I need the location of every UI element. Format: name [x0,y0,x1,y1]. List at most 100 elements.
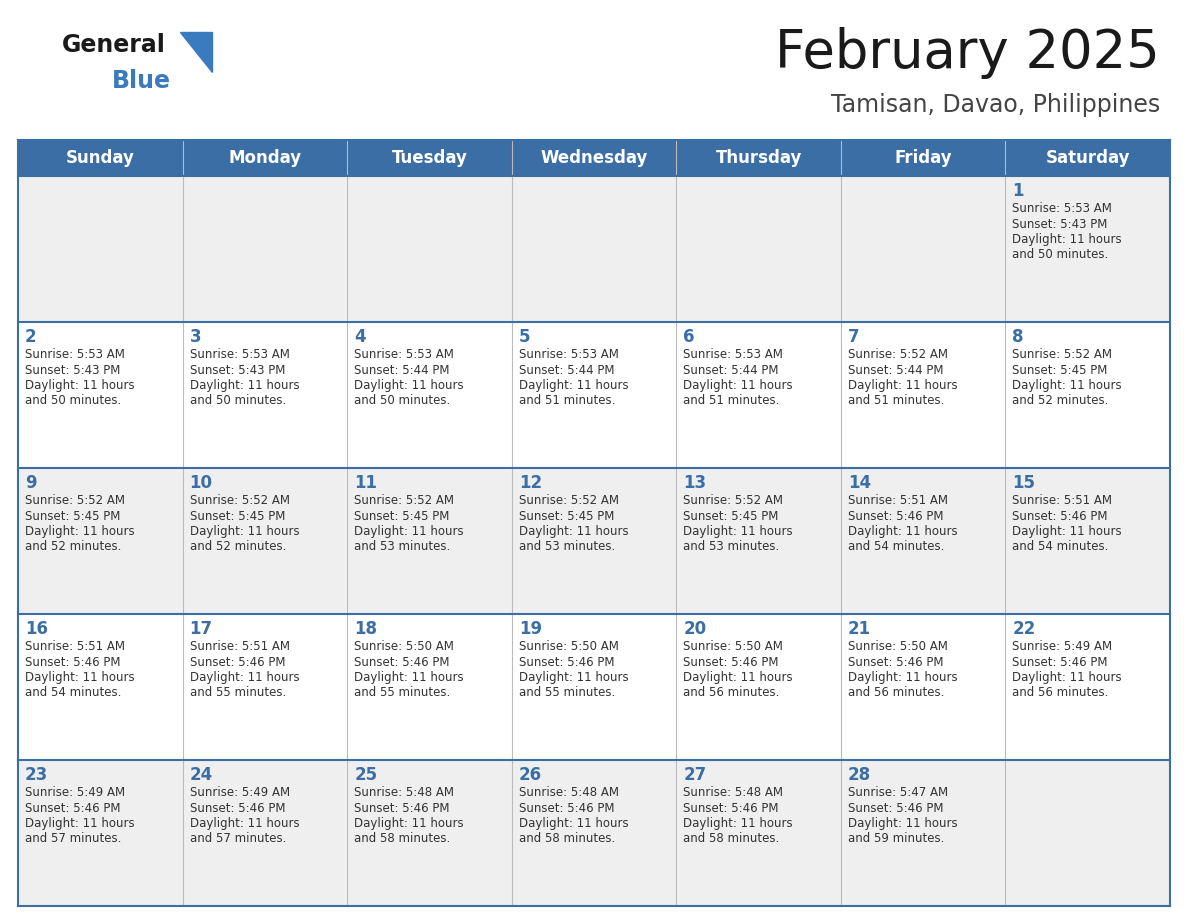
Text: 9: 9 [25,474,37,492]
Text: 13: 13 [683,474,707,492]
Text: Sunrise: 5:52 AM: Sunrise: 5:52 AM [25,494,125,507]
Text: Blue: Blue [112,69,171,93]
Text: 14: 14 [848,474,871,492]
Text: Sunrise: 5:51 AM: Sunrise: 5:51 AM [848,494,948,507]
Text: and 50 minutes.: and 50 minutes. [1012,249,1108,262]
Text: Sunrise: 5:49 AM: Sunrise: 5:49 AM [25,786,125,799]
Text: Sunset: 5:46 PM: Sunset: 5:46 PM [1012,509,1108,522]
Text: Wednesday: Wednesday [541,149,647,167]
Text: Sunrise: 5:53 AM: Sunrise: 5:53 AM [1012,202,1112,215]
Bar [18,614,1170,760]
Text: Daylight: 11 hours: Daylight: 11 hours [848,379,958,392]
Text: 23: 23 [25,766,49,784]
Text: 21: 21 [848,620,871,638]
Text: Daylight: 11 hours: Daylight: 11 hours [190,817,299,830]
Text: Sunrise: 5:50 AM: Sunrise: 5:50 AM [683,640,783,653]
Text: Daylight: 11 hours: Daylight: 11 hours [519,817,628,830]
Text: Sunrise: 5:53 AM: Sunrise: 5:53 AM [354,348,454,361]
Text: Sunrise: 5:47 AM: Sunrise: 5:47 AM [848,786,948,799]
Text: Daylight: 11 hours: Daylight: 11 hours [683,671,792,684]
Text: and 53 minutes.: and 53 minutes. [683,541,779,554]
Text: 17: 17 [190,620,213,638]
Text: Daylight: 11 hours: Daylight: 11 hours [1012,525,1121,538]
Text: Sunset: 5:46 PM: Sunset: 5:46 PM [848,509,943,522]
Text: Monday: Monday [228,149,302,167]
Text: Sunrise: 5:53 AM: Sunrise: 5:53 AM [519,348,619,361]
Text: Sunset: 5:45 PM: Sunset: 5:45 PM [1012,364,1107,376]
Text: Sunrise: 5:51 AM: Sunrise: 5:51 AM [1012,494,1112,507]
Text: 11: 11 [354,474,377,492]
Text: Sunset: 5:43 PM: Sunset: 5:43 PM [25,364,120,376]
Text: Sunrise: 5:52 AM: Sunrise: 5:52 AM [848,348,948,361]
Text: and 57 minutes.: and 57 minutes. [190,833,286,845]
Text: Daylight: 11 hours: Daylight: 11 hours [25,671,134,684]
Text: and 56 minutes.: and 56 minutes. [1012,687,1108,700]
Text: Daylight: 11 hours: Daylight: 11 hours [354,817,463,830]
Text: Sunrise: 5:52 AM: Sunrise: 5:52 AM [354,494,454,507]
Text: 18: 18 [354,620,377,638]
Text: Tamisan, Davao, Philippines: Tamisan, Davao, Philippines [830,93,1159,117]
Text: and 55 minutes.: and 55 minutes. [519,687,615,700]
Text: Sunrise: 5:48 AM: Sunrise: 5:48 AM [683,786,783,799]
Text: Daylight: 11 hours: Daylight: 11 hours [190,671,299,684]
Text: Sunrise: 5:50 AM: Sunrise: 5:50 AM [848,640,948,653]
Text: Sunset: 5:43 PM: Sunset: 5:43 PM [190,364,285,376]
Text: Sunrise: 5:50 AM: Sunrise: 5:50 AM [354,640,454,653]
Text: Daylight: 11 hours: Daylight: 11 hours [519,671,628,684]
Text: Sunset: 5:44 PM: Sunset: 5:44 PM [354,364,449,376]
Text: Sunset: 5:46 PM: Sunset: 5:46 PM [25,801,120,814]
Text: Daylight: 11 hours: Daylight: 11 hours [683,817,792,830]
Text: Sunrise: 5:51 AM: Sunrise: 5:51 AM [190,640,290,653]
Text: and 56 minutes.: and 56 minutes. [848,687,944,700]
Bar [18,760,1170,906]
Text: Sunrise: 5:50 AM: Sunrise: 5:50 AM [519,640,619,653]
Text: Saturday: Saturday [1045,149,1130,167]
Text: 7: 7 [848,328,859,346]
Bar [18,176,1170,322]
Text: Sunset: 5:45 PM: Sunset: 5:45 PM [683,509,778,522]
Text: Sunrise: 5:49 AM: Sunrise: 5:49 AM [1012,640,1112,653]
Text: Sunset: 5:46 PM: Sunset: 5:46 PM [519,655,614,668]
Text: Daylight: 11 hours: Daylight: 11 hours [354,379,463,392]
Text: Sunset: 5:46 PM: Sunset: 5:46 PM [354,655,449,668]
Polygon shape [181,32,211,72]
Text: Sunset: 5:44 PM: Sunset: 5:44 PM [848,364,943,376]
Text: 10: 10 [190,474,213,492]
Text: 20: 20 [683,620,707,638]
Text: Sunrise: 5:52 AM: Sunrise: 5:52 AM [683,494,783,507]
Text: 19: 19 [519,620,542,638]
Text: Sunset: 5:46 PM: Sunset: 5:46 PM [683,801,779,814]
Text: Sunset: 5:45 PM: Sunset: 5:45 PM [25,509,120,522]
Text: Sunrise: 5:53 AM: Sunrise: 5:53 AM [25,348,125,361]
Text: Sunset: 5:44 PM: Sunset: 5:44 PM [519,364,614,376]
Text: February 2025: February 2025 [776,27,1159,79]
Text: and 51 minutes.: and 51 minutes. [519,395,615,408]
Text: Sunrise: 5:48 AM: Sunrise: 5:48 AM [354,786,454,799]
Text: Sunset: 5:45 PM: Sunset: 5:45 PM [519,509,614,522]
Text: Sunrise: 5:52 AM: Sunrise: 5:52 AM [190,494,290,507]
Text: and 51 minutes.: and 51 minutes. [683,395,779,408]
Text: 15: 15 [1012,474,1036,492]
Text: Daylight: 11 hours: Daylight: 11 hours [1012,379,1121,392]
Bar [18,468,1170,614]
Text: 1: 1 [1012,182,1024,200]
Text: and 50 minutes.: and 50 minutes. [25,395,121,408]
Text: Sunset: 5:46 PM: Sunset: 5:46 PM [25,655,120,668]
Text: and 59 minutes.: and 59 minutes. [848,833,944,845]
Text: Sunset: 5:43 PM: Sunset: 5:43 PM [1012,218,1107,230]
Text: and 52 minutes.: and 52 minutes. [25,541,121,554]
Text: Sunrise: 5:48 AM: Sunrise: 5:48 AM [519,786,619,799]
Text: Daylight: 11 hours: Daylight: 11 hours [683,525,792,538]
Text: Thursday: Thursday [715,149,802,167]
Text: Tuesday: Tuesday [392,149,467,167]
Text: Sunset: 5:45 PM: Sunset: 5:45 PM [190,509,285,522]
Text: and 55 minutes.: and 55 minutes. [190,687,286,700]
Text: and 50 minutes.: and 50 minutes. [354,395,450,408]
Text: Daylight: 11 hours: Daylight: 11 hours [848,817,958,830]
Text: Daylight: 11 hours: Daylight: 11 hours [25,525,134,538]
Text: Sunrise: 5:53 AM: Sunrise: 5:53 AM [683,348,783,361]
Text: and 57 minutes.: and 57 minutes. [25,833,121,845]
Text: Sunset: 5:46 PM: Sunset: 5:46 PM [519,801,614,814]
Text: Sunrise: 5:53 AM: Sunrise: 5:53 AM [190,348,290,361]
Text: Daylight: 11 hours: Daylight: 11 hours [848,671,958,684]
